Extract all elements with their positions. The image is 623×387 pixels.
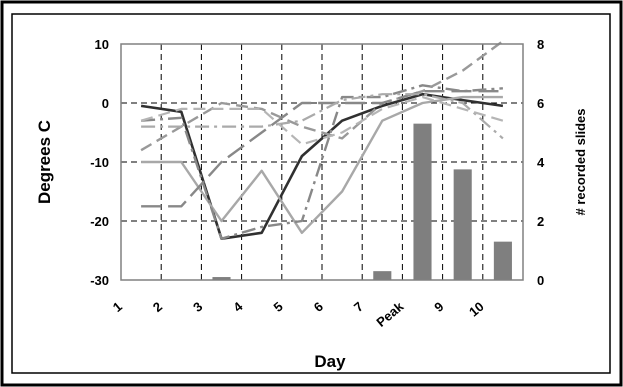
y2-axis-label: # recorded slides: [573, 109, 588, 216]
bar-7: [373, 271, 392, 280]
plot-area-border: [120, 43, 524, 281]
temperature-line-7: [140, 95, 504, 146]
bar-10: [493, 241, 512, 280]
temperature-line-2: [141, 95, 503, 235]
x-axis-label: Day: [314, 352, 346, 371]
temperature-line-6: [141, 93, 504, 140]
y2-tick-label: 6: [537, 96, 544, 111]
y-tick-label: -10: [90, 155, 109, 170]
inner-border: [11, 13, 611, 374]
y-tick-label: -30: [90, 273, 109, 288]
bar-series: [212, 123, 512, 281]
bar-3: [212, 277, 231, 280]
bar-9: [453, 169, 472, 280]
y2-tick-label: 0: [537, 273, 544, 288]
temperature-line-4: [140, 40, 504, 152]
temperature-lines: [140, 40, 504, 240]
y-tick-label: -20: [90, 214, 109, 229]
y-tick-label: 0: [102, 96, 109, 111]
y-axis-label: Degrees C: [35, 120, 54, 204]
y2-tick-label: 8: [537, 37, 544, 52]
bar-8: [413, 123, 432, 281]
y-tick-label: 10: [95, 37, 109, 52]
y-axis-ticks: -30 -20 -10 0 10: [90, 37, 109, 288]
y2-tick-label: 4: [537, 155, 545, 170]
y2-tick-label: 2: [537, 214, 544, 229]
temperature-line-5: [141, 89, 503, 208]
y2-axis-ticks: 0 2 4 6 8: [537, 37, 545, 288]
